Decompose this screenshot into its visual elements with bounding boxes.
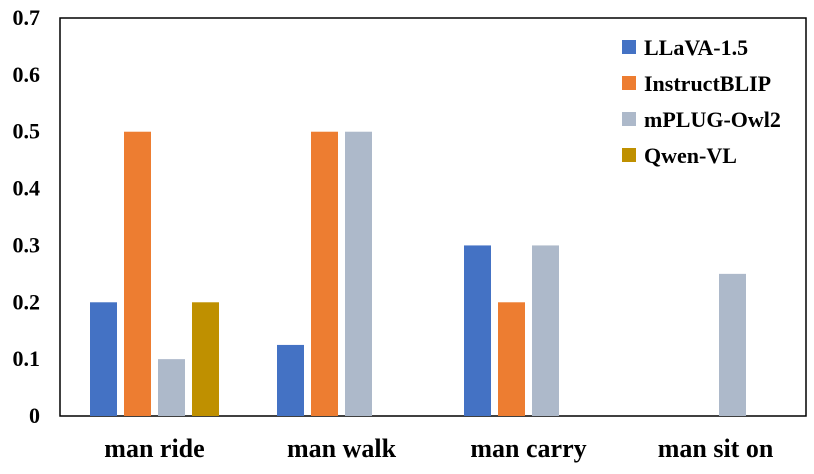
bar-mplug-owl2-man-walk <box>345 131 372 416</box>
legend: LLaVA-1.5 InstructBLIP mPLUG-Owl2 Qwen-VL <box>622 35 781 168</box>
category-label: man walk <box>287 434 397 463</box>
bar-mplug-owl2-man-ride <box>158 359 185 416</box>
bar-qwen-vl-man-ride <box>192 302 219 416</box>
legend-label: LLaVA-1.5 <box>644 35 748 60</box>
bars <box>90 131 746 416</box>
x-axis: man ride man walk man carry man sit on <box>104 434 774 463</box>
y-tick-label: 0.7 <box>13 5 41 30</box>
y-tick-label: 0.1 <box>13 346 41 371</box>
category-label: man ride <box>104 434 204 463</box>
y-axis: 0 0.1 0.2 0.3 0.4 0.5 0.6 0.7 <box>13 5 41 428</box>
y-tick-label: 0.2 <box>13 289 41 314</box>
category-label: man carry <box>470 434 586 463</box>
category-label: man sit on <box>658 434 774 463</box>
bar-mplug-owl2-man-sit-on <box>719 273 746 416</box>
bar-llava-1-5-man-carry <box>464 245 491 416</box>
y-tick-label: 0.5 <box>13 119 41 144</box>
legend-swatch <box>622 112 636 126</box>
bar-instructblip-man-walk <box>311 131 338 416</box>
bar-mplug-owl2-man-carry <box>532 245 559 416</box>
legend-label: Qwen-VL <box>644 143 737 168</box>
legend-swatch <box>622 40 636 54</box>
bar-instructblip-man-carry <box>498 302 525 416</box>
legend-label: InstructBLIP <box>644 71 771 96</box>
plot-area-frame <box>59 17 807 417</box>
legend-label: mPLUG-Owl2 <box>644 107 781 132</box>
bar-instructblip-man-ride <box>124 131 151 416</box>
y-tick-label: 0.4 <box>13 176 41 201</box>
bar-llava-1-5-man-walk <box>277 344 304 416</box>
legend-swatch <box>622 76 636 90</box>
y-tick-label: 0.6 <box>13 62 41 87</box>
bar-llava-1-5-man-ride <box>90 302 117 416</box>
y-tick-label: 0.3 <box>13 232 41 257</box>
y-tick-label: 0 <box>29 403 40 428</box>
legend-swatch <box>622 148 636 162</box>
